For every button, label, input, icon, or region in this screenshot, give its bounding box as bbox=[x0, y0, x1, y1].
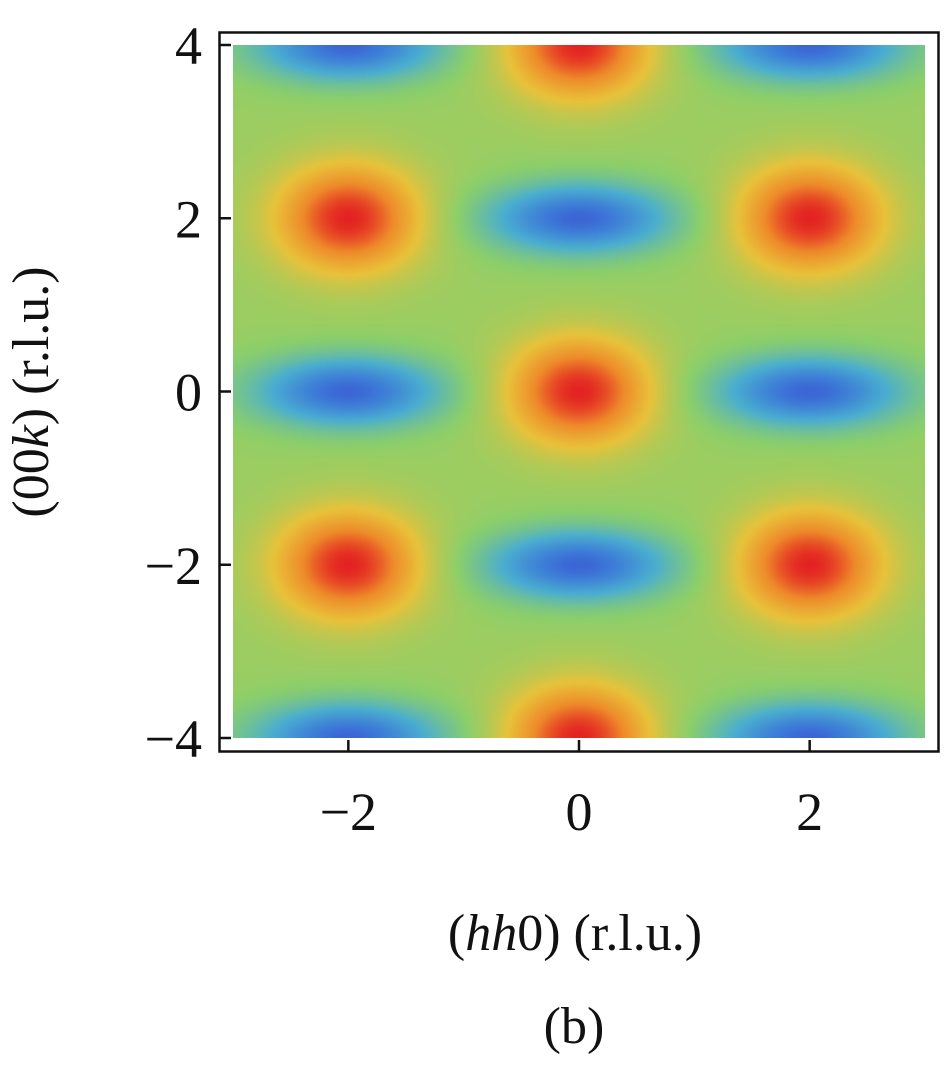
y-tick-label: 0 bbox=[175, 363, 202, 423]
panel-label: (b) bbox=[544, 998, 605, 1055]
x-tick-label: 2 bbox=[796, 782, 823, 842]
y-tick-label: 4 bbox=[175, 16, 202, 76]
x-axis-ticks: −2 0 2 bbox=[320, 740, 823, 842]
plot-area bbox=[218, 31, 940, 753]
x-axis-label-italic: hh bbox=[465, 905, 517, 962]
x-axis-label-suffix: 0) (r.l.u.) bbox=[517, 905, 702, 962]
y-axis-label-prefix: (00 bbox=[3, 448, 60, 517]
y-axis-label-italic: k bbox=[3, 424, 60, 448]
x-tick-label: −2 bbox=[320, 782, 377, 842]
y-axis-ticks: −4 −2 0 2 4 bbox=[145, 16, 231, 769]
y-axis-label-suffix: ) (r.l.u.) bbox=[3, 266, 60, 425]
x-axis-label: (hh0) (r.l.u.) bbox=[448, 905, 702, 962]
heatmap-image bbox=[233, 45, 925, 738]
x-tick-label: 0 bbox=[566, 782, 593, 842]
y-tick-label: −4 bbox=[145, 709, 202, 769]
y-tick-label: −2 bbox=[145, 536, 202, 596]
y-tick-label: 2 bbox=[175, 189, 202, 249]
y-axis-label: (00k) (r.l.u.) bbox=[3, 266, 60, 517]
x-axis-label-prefix: ( bbox=[448, 905, 465, 962]
